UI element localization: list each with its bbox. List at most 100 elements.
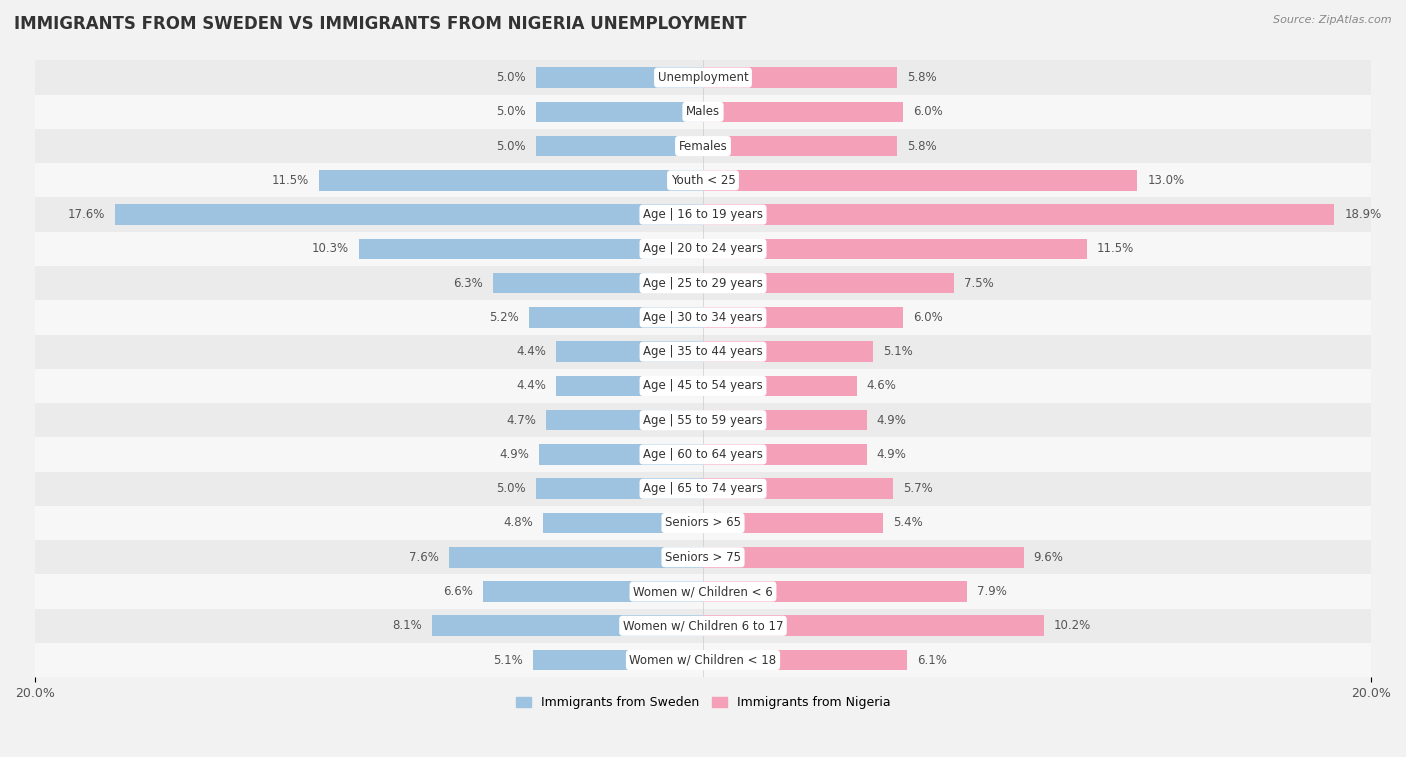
Text: 6.0%: 6.0% — [914, 311, 943, 324]
Text: Women w/ Children < 18: Women w/ Children < 18 — [630, 653, 776, 666]
Bar — [536, 478, 703, 499]
Bar — [703, 547, 1024, 568]
Text: 5.8%: 5.8% — [907, 139, 936, 153]
Bar — [319, 170, 703, 191]
Text: 5.0%: 5.0% — [496, 71, 526, 84]
Bar — [35, 61, 1371, 95]
Bar — [35, 129, 1371, 164]
Bar — [533, 650, 703, 670]
Bar — [703, 615, 1043, 636]
Bar — [115, 204, 703, 225]
Text: Women w/ Children 6 to 17: Women w/ Children 6 to 17 — [623, 619, 783, 632]
Text: 5.4%: 5.4% — [893, 516, 924, 529]
Text: 4.9%: 4.9% — [499, 448, 529, 461]
Text: Age | 20 to 24 years: Age | 20 to 24 years — [643, 242, 763, 255]
Bar — [35, 540, 1371, 575]
Bar — [35, 506, 1371, 540]
Bar — [703, 273, 953, 294]
Bar — [35, 438, 1371, 472]
Bar — [703, 410, 866, 431]
Text: Women w/ Children < 6: Women w/ Children < 6 — [633, 585, 773, 598]
Text: 5.1%: 5.1% — [883, 345, 912, 358]
Bar — [35, 232, 1371, 266]
Text: 6.6%: 6.6% — [443, 585, 472, 598]
Bar — [35, 266, 1371, 301]
Bar — [703, 341, 873, 362]
Bar — [703, 238, 1087, 259]
Bar — [703, 375, 856, 396]
Bar — [703, 581, 967, 602]
Bar — [555, 375, 703, 396]
Bar — [536, 136, 703, 157]
Text: 5.0%: 5.0% — [496, 482, 526, 495]
Bar — [703, 101, 904, 122]
Text: 10.2%: 10.2% — [1053, 619, 1091, 632]
Bar — [703, 136, 897, 157]
Bar — [35, 643, 1371, 678]
Bar — [703, 204, 1334, 225]
Bar — [35, 335, 1371, 369]
Bar — [35, 472, 1371, 506]
Legend: Immigrants from Sweden, Immigrants from Nigeria: Immigrants from Sweden, Immigrants from … — [510, 691, 896, 714]
Bar — [35, 301, 1371, 335]
Bar — [703, 650, 907, 670]
Bar — [359, 238, 703, 259]
Bar — [703, 512, 883, 533]
Text: Age | 65 to 74 years: Age | 65 to 74 years — [643, 482, 763, 495]
Bar — [492, 273, 703, 294]
Text: 6.3%: 6.3% — [453, 276, 482, 290]
Bar — [703, 67, 897, 88]
Bar — [536, 67, 703, 88]
Bar — [35, 369, 1371, 403]
Bar — [35, 575, 1371, 609]
Text: Age | 35 to 44 years: Age | 35 to 44 years — [643, 345, 763, 358]
Text: 4.4%: 4.4% — [516, 345, 546, 358]
Text: 4.6%: 4.6% — [866, 379, 897, 392]
Bar — [703, 307, 904, 328]
Text: 6.0%: 6.0% — [914, 105, 943, 118]
Bar — [703, 444, 866, 465]
Bar — [536, 101, 703, 122]
Text: Age | 25 to 29 years: Age | 25 to 29 years — [643, 276, 763, 290]
Text: 4.9%: 4.9% — [877, 413, 907, 427]
Bar — [35, 403, 1371, 438]
Bar — [543, 512, 703, 533]
Text: 9.6%: 9.6% — [1033, 551, 1063, 564]
Bar — [546, 410, 703, 431]
Text: 4.4%: 4.4% — [516, 379, 546, 392]
Text: Age | 45 to 54 years: Age | 45 to 54 years — [643, 379, 763, 392]
Text: Seniors > 75: Seniors > 75 — [665, 551, 741, 564]
Text: Age | 30 to 34 years: Age | 30 to 34 years — [643, 311, 763, 324]
Text: 6.1%: 6.1% — [917, 653, 946, 666]
Bar — [35, 95, 1371, 129]
Text: 5.8%: 5.8% — [907, 71, 936, 84]
Text: 4.8%: 4.8% — [503, 516, 533, 529]
Text: 8.1%: 8.1% — [392, 619, 422, 632]
Bar — [449, 547, 703, 568]
Bar — [35, 164, 1371, 198]
Text: 7.9%: 7.9% — [977, 585, 1007, 598]
Bar — [482, 581, 703, 602]
Bar — [35, 609, 1371, 643]
Text: IMMIGRANTS FROM SWEDEN VS IMMIGRANTS FROM NIGERIA UNEMPLOYMENT: IMMIGRANTS FROM SWEDEN VS IMMIGRANTS FRO… — [14, 15, 747, 33]
Text: Youth < 25: Youth < 25 — [671, 174, 735, 187]
Text: 18.9%: 18.9% — [1344, 208, 1382, 221]
Bar — [529, 307, 703, 328]
Text: 5.1%: 5.1% — [494, 653, 523, 666]
Text: 10.3%: 10.3% — [312, 242, 349, 255]
Text: 5.2%: 5.2% — [489, 311, 519, 324]
Text: Source: ZipAtlas.com: Source: ZipAtlas.com — [1274, 15, 1392, 25]
Text: Age | 60 to 64 years: Age | 60 to 64 years — [643, 448, 763, 461]
Text: 5.7%: 5.7% — [904, 482, 934, 495]
Text: Males: Males — [686, 105, 720, 118]
Bar — [433, 615, 703, 636]
Bar — [540, 444, 703, 465]
Text: 13.0%: 13.0% — [1147, 174, 1184, 187]
Text: 5.0%: 5.0% — [496, 105, 526, 118]
Text: 11.5%: 11.5% — [1097, 242, 1135, 255]
Text: 11.5%: 11.5% — [271, 174, 309, 187]
Text: Seniors > 65: Seniors > 65 — [665, 516, 741, 529]
Bar — [703, 478, 893, 499]
Text: 5.0%: 5.0% — [496, 139, 526, 153]
Text: 7.6%: 7.6% — [409, 551, 439, 564]
